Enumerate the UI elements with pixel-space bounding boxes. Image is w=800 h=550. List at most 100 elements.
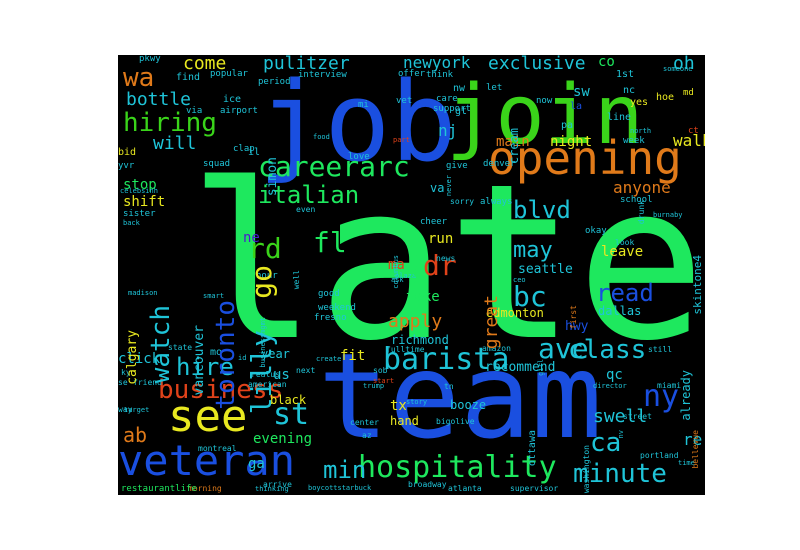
word-vancouver: vancouver: [192, 325, 207, 396]
word-shift: shift: [123, 194, 166, 210]
word-good: good: [318, 289, 340, 299]
word-bigolive: bigolive: [436, 417, 475, 426]
word-hwy: hwy: [565, 319, 589, 334]
word-friend: friend: [133, 378, 162, 387]
word-businessmgmt: businessmgmt: [259, 317, 267, 368]
word-qc: qc: [606, 367, 623, 383]
word-washington: washington: [582, 445, 591, 494]
word-drunk: drunk: [637, 200, 646, 225]
word-oh: oh: [673, 55, 695, 74]
word-interview: interview: [298, 70, 347, 80]
word-blvd: blvd: [513, 196, 571, 224]
word-ask: ask: [391, 276, 404, 284]
word-now: now: [536, 96, 553, 106]
word-denver: denver: [483, 159, 516, 169]
word-week: week: [623, 136, 645, 146]
word-american: american: [248, 380, 287, 389]
word-seattle: seattle: [518, 262, 573, 277]
word-edmonton: edmonton: [486, 306, 544, 320]
word-show: show: [406, 255, 430, 304]
word-bellevue: bellevue: [691, 430, 700, 469]
word-airport: airport: [220, 106, 258, 116]
word-let: let: [486, 83, 503, 93]
word-join: join: [446, 68, 644, 163]
word-cheer: cheer: [420, 217, 448, 227]
word-offer: offer: [398, 69, 426, 79]
word-pkwy: pkwy: [139, 55, 161, 64]
word-broadway: broadway: [408, 480, 447, 489]
word-walk: walk: [673, 131, 705, 150]
word-start: start: [373, 377, 395, 385]
word-leave: leave: [601, 244, 644, 260]
word-toronto: toronto: [211, 300, 241, 410]
word-min: min: [323, 456, 367, 484]
word-hoe: hoe: [656, 92, 675, 103]
word-booze: booze: [450, 398, 487, 412]
word-se: se: [118, 378, 128, 387]
word-wa: wa: [123, 63, 155, 93]
word-bc: bc: [513, 280, 547, 313]
word-stop: stop: [123, 177, 157, 193]
word-next: next: [296, 366, 316, 375]
word-fl: fl: [313, 226, 347, 259]
word-il: il: [248, 147, 261, 158]
word-well: well: [292, 270, 301, 290]
word-care: care: [436, 94, 458, 104]
word-go: go: [245, 265, 278, 299]
word-never: never: [445, 175, 453, 197]
word-realus: realus: [251, 370, 280, 379]
word-line: line: [607, 112, 632, 123]
word-minute: minute: [573, 459, 667, 489]
word-news: news: [436, 254, 456, 263]
word-apply: apply: [388, 311, 443, 332]
word-already: already: [679, 370, 693, 421]
word-always: always: [480, 197, 513, 207]
word-story: story: [406, 398, 428, 406]
word-read: read: [596, 279, 654, 307]
word-hire: hire: [176, 353, 234, 381]
word-dr: dr: [423, 249, 457, 282]
word-via: via: [186, 106, 203, 116]
word-ny: ny: [643, 379, 680, 414]
word-year: year: [261, 347, 290, 361]
word-first: first: [569, 305, 578, 330]
word-restaurantlife: restaurantlife: [121, 484, 197, 494]
word-ab: ab: [123, 423, 148, 447]
word-us: us: [273, 367, 290, 383]
word-run: run: [428, 231, 454, 247]
word-celebsinh: celebsinh: [120, 187, 158, 195]
word-atlanta: atlanta: [448, 484, 482, 493]
word-watch: watch: [146, 305, 176, 384]
word-re: re: [683, 430, 703, 449]
word-main: main: [496, 134, 530, 150]
word-swell: swell: [593, 406, 648, 427]
word-okay: okay: [585, 226, 607, 236]
word-ne: ne: [243, 230, 260, 246]
word-miami: miami: [657, 381, 682, 390]
word-montreal: montreal: [198, 444, 237, 453]
word-pa: pa: [561, 120, 574, 131]
word-st: st: [273, 397, 310, 432]
word-italian: italian: [258, 181, 360, 209]
word-clap: clap: [233, 144, 255, 154]
word-ice: ice: [223, 94, 242, 105]
word-hand: hand: [390, 414, 419, 428]
word-love: love: [348, 152, 370, 162]
word-may: may: [513, 238, 553, 263]
word-create: create: [316, 355, 342, 363]
word-way: way: [118, 405, 133, 414]
word-director: director: [593, 382, 627, 390]
word-nv: nv: [617, 430, 625, 439]
word-period: period: [258, 77, 291, 87]
word-co: co: [598, 55, 615, 70]
word-ct: ct: [688, 126, 699, 136]
word-yes: yes: [630, 97, 649, 108]
word-ottawa: ottawa: [527, 430, 538, 467]
word-sw: sw: [573, 84, 590, 100]
word-1st: 1st: [616, 69, 635, 80]
word-plaza: plaza: [395, 272, 417, 280]
word-az: az: [362, 431, 372, 440]
word-will: will: [153, 133, 197, 154]
word-bottle: bottle: [126, 89, 192, 110]
word-ga: ga: [248, 456, 265, 472]
